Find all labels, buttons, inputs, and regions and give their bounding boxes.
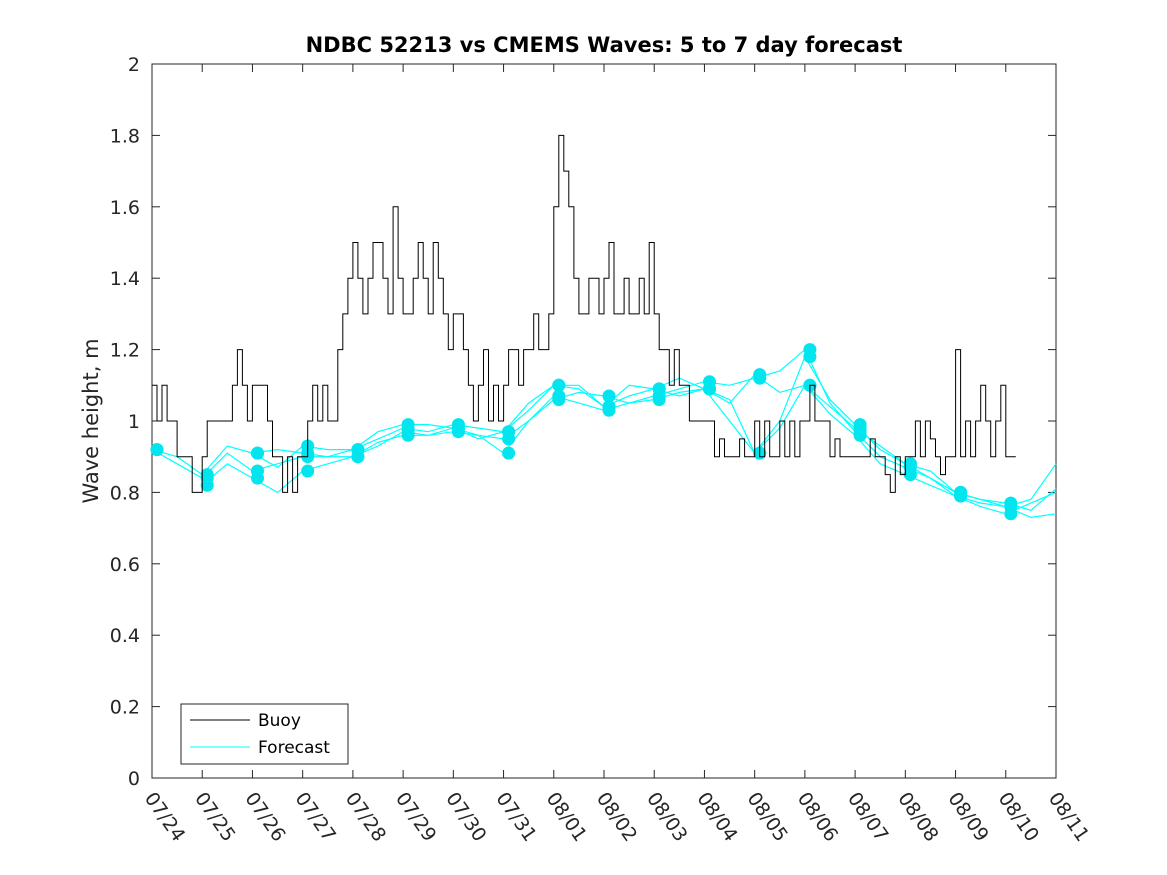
legend-buoy-label: Buoy <box>258 711 301 731</box>
y-tick-label: 1.2 <box>110 340 140 362</box>
forecast-marker <box>251 446 264 460</box>
forecast-marker <box>602 389 616 403</box>
buoy-line <box>152 134 1016 493</box>
y-tick-label: 1.8 <box>110 125 140 147</box>
series-layer <box>150 134 1057 521</box>
legend: Buoy Forecast <box>180 703 349 765</box>
y-tick-label: 1.6 <box>110 197 140 219</box>
y-tick-label: 1 <box>128 411 140 433</box>
forecast-marker <box>502 446 516 460</box>
y-tick-label: 1.4 <box>110 268 140 290</box>
forecast-marker <box>502 432 516 446</box>
legend-box <box>180 703 349 765</box>
forecast-marker <box>301 464 315 478</box>
legend-forecast-label: Forecast <box>258 738 330 758</box>
y-tick-label: 2 <box>128 54 140 76</box>
forecast-marker <box>903 460 917 474</box>
forecast-marker <box>602 400 616 414</box>
y-axis-ticks: 0 0.2 0.4 0.6 0.8 1 1.2 1.4 1.6 1.8 2 <box>110 54 1056 790</box>
forecast-marker <box>451 425 465 439</box>
forecast-marker <box>954 485 968 499</box>
y-tick-label: 0 <box>128 768 140 790</box>
y-tick-label: 0.6 <box>110 554 140 576</box>
y-tick-label: 0.4 <box>110 625 140 647</box>
forecast-marker <box>803 343 817 357</box>
y-tick-label: 0.2 <box>110 697 140 719</box>
forecast-marker <box>703 375 716 389</box>
plot-area <box>151 63 1057 779</box>
forecast-marker <box>351 450 365 464</box>
y-tick-label: 0.8 <box>110 482 140 504</box>
chart-title: NDBC 52213 vs CMEMS Waves: 5 to 7 day fo… <box>306 33 903 57</box>
forecast-marker <box>251 464 264 478</box>
forecast-marker <box>652 389 666 403</box>
forecast-marker <box>552 393 566 407</box>
forecast-marker <box>401 418 415 432</box>
forecast-marker <box>753 371 767 385</box>
forecast-marker <box>1004 500 1018 514</box>
forecast-marker <box>401 428 415 442</box>
y-axis-label: Wave height, m <box>79 338 103 503</box>
forecast-marker <box>150 443 164 457</box>
forecast-marker <box>552 378 566 392</box>
forecast-marker <box>200 471 214 485</box>
forecast-marker <box>853 425 867 439</box>
